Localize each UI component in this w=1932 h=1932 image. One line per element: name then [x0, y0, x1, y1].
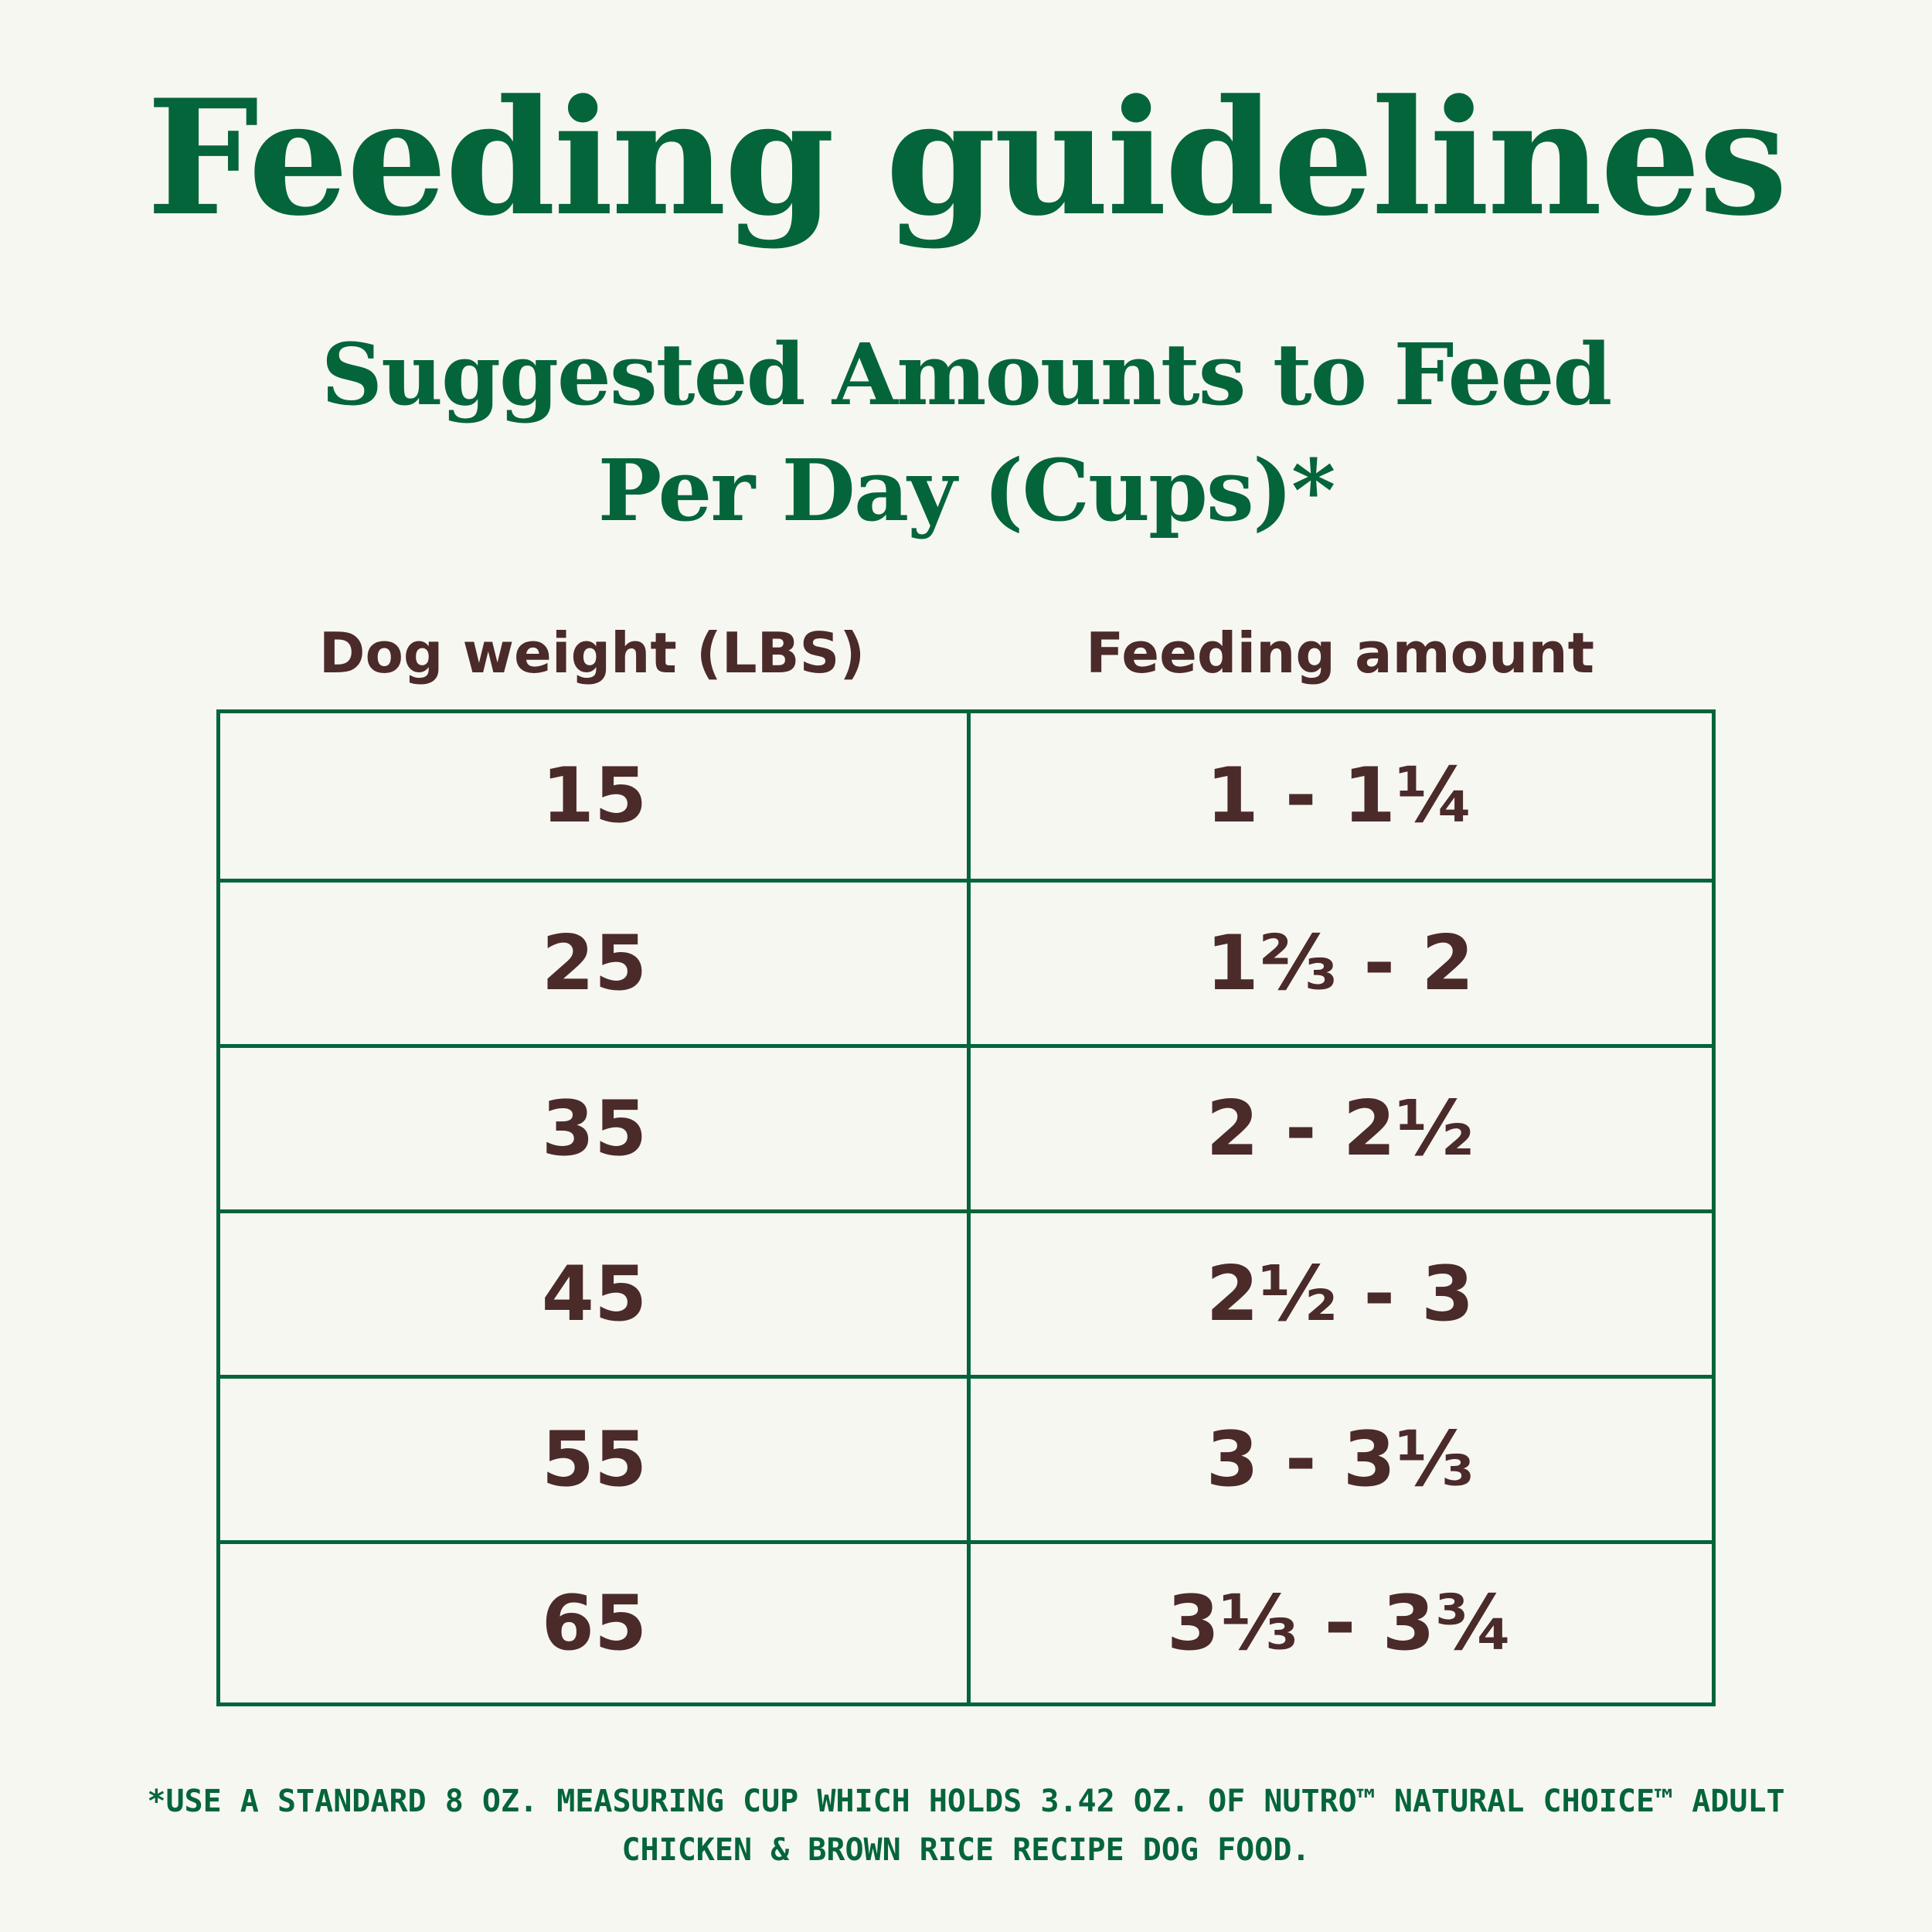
- table-row: 25 1⅔ - 2: [220, 879, 1712, 1044]
- subtitle-line-1: Suggested Amounts to Feed: [321, 325, 1613, 424]
- page-subtitle: Suggested Amounts to Feed Per Day (Cups)…: [0, 317, 1932, 549]
- dog-weight-cell: 15: [541, 752, 648, 840]
- dog-weight-cell: 45: [541, 1250, 648, 1338]
- column-header-feeding-amount: Feeding amount: [1085, 621, 1595, 685]
- feeding-amount-cell: 2½ - 3: [1206, 1250, 1475, 1338]
- page-title: Feeding guidelines: [146, 66, 1788, 251]
- dog-weight-cell: 25: [541, 919, 648, 1008]
- column-divider: [967, 1379, 971, 1540]
- column-divider: [967, 713, 971, 879]
- dog-weight-cell: 55: [541, 1415, 648, 1504]
- table-row: 65 3⅓ - 3¾: [220, 1540, 1712, 1702]
- column-header-dog-weight: Dog weight (LBS): [318, 621, 866, 685]
- footnote-line-1: *USE A STANDARD 8 OZ. MEASURING CUP WHIC…: [147, 1784, 1785, 1819]
- footnote: *USE A STANDARD 8 OZ. MEASURING CUP WHIC…: [77, 1777, 1855, 1875]
- feeding-amount-cell: 3 - 3⅓: [1206, 1415, 1475, 1504]
- footnote-line-2: CHICKEN & BROWN RICE RECIPE DOG FOOD.: [621, 1832, 1311, 1868]
- table-row: 55 3 - 3⅓: [220, 1375, 1712, 1540]
- dog-weight-cell: 65: [541, 1579, 648, 1668]
- feeding-amount-cell: 1 - 1¼: [1206, 752, 1475, 840]
- table-row: 35 2 - 2½: [220, 1044, 1712, 1209]
- column-divider: [967, 1544, 971, 1702]
- table-row: 15 1 - 1¼: [220, 713, 1712, 879]
- feeding-amount-cell: 1⅔ - 2: [1206, 919, 1475, 1008]
- feeding-amount-cell: 2 - 2½: [1206, 1084, 1475, 1173]
- dog-weight-cell: 35: [541, 1084, 648, 1173]
- subtitle-line-2: Per Day (Cups)*: [597, 440, 1336, 540]
- column-divider: [967, 883, 971, 1044]
- feeding-amount-cell: 3⅓ - 3¾: [1166, 1579, 1514, 1668]
- table-row: 45 2½ - 3: [220, 1209, 1712, 1375]
- feeding-table: 15 1 - 1¼ 25 1⅔ - 2 35 2 - 2½ 45 2½ - 3 …: [216, 709, 1716, 1706]
- column-divider: [967, 1048, 971, 1209]
- column-divider: [967, 1213, 971, 1375]
